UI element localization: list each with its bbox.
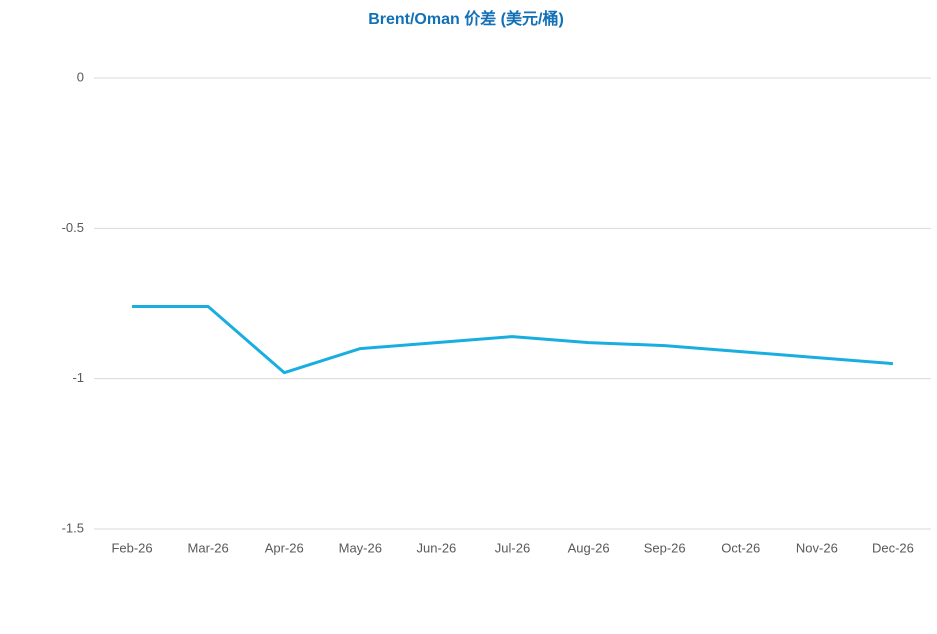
x-tick-label: Jun-26 [417,540,457,555]
y-tick-label: -1 [72,370,84,385]
x-tick-label: Nov-26 [796,540,838,555]
y-tick-label: -0.5 [62,220,84,235]
x-tick-label: Oct-26 [721,540,760,555]
chart-title: Brent/Oman 价差 (美元/桶) [368,9,564,28]
x-tick-label: Feb-26 [111,540,152,555]
data-line [132,305,894,375]
x-tick-label: May-26 [339,540,382,555]
x-tick-label: Apr-26 [265,540,304,555]
x-tick-label: Sep-26 [644,540,686,555]
y-tick-label: -1.5 [62,520,84,535]
y-tick-label: 0 [77,69,84,84]
x-tick-label: Mar-26 [188,540,229,555]
x-tick-label: Aug-26 [568,540,610,555]
x-tick-label: Jul-26 [495,540,530,555]
x-tick-label: Dec-26 [872,540,914,555]
